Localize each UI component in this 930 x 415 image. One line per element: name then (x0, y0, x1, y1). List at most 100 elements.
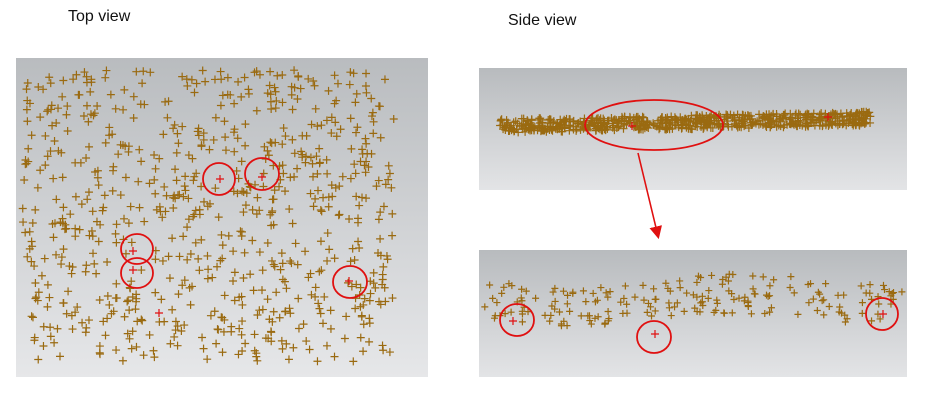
point-marker (735, 294, 743, 302)
point-marker (676, 277, 684, 285)
point-marker (156, 207, 165, 216)
point-marker (106, 90, 115, 99)
point-marker (741, 121, 750, 130)
point-marker (155, 309, 163, 317)
point-marker (507, 308, 515, 316)
point-marker (311, 104, 320, 113)
point-marker (77, 200, 86, 209)
point-marker (359, 347, 368, 356)
point-marker (27, 312, 36, 321)
point-marker (131, 297, 140, 306)
point-marker (84, 316, 93, 325)
highlight-circle (120, 233, 154, 265)
point-marker (37, 271, 46, 280)
point-marker (121, 249, 130, 258)
point-marker (105, 300, 114, 309)
point-marker (271, 87, 280, 96)
point-marker (22, 105, 31, 114)
point-marker (46, 79, 55, 88)
point-marker (796, 110, 805, 119)
point-marker (838, 309, 846, 317)
point-marker (361, 134, 370, 143)
point-marker (388, 294, 397, 303)
point-marker (249, 286, 258, 295)
point-marker (45, 73, 54, 82)
point-marker (569, 289, 577, 297)
point-marker (192, 79, 201, 88)
point-marker (514, 128, 523, 137)
point-marker (301, 247, 310, 256)
point-marker (323, 229, 332, 238)
point-marker (375, 297, 384, 306)
point-marker (698, 292, 706, 300)
point-marker (818, 297, 826, 305)
point-marker (210, 307, 219, 316)
point-marker (194, 131, 203, 140)
point-marker (383, 255, 392, 264)
point-marker (173, 341, 182, 350)
point-marker (120, 85, 129, 94)
point-marker (582, 298, 590, 306)
point-marker (278, 259, 287, 268)
point-marker (315, 144, 324, 153)
point-marker (217, 230, 226, 239)
point-marker (109, 307, 118, 316)
point-marker (275, 182, 284, 191)
point-marker (767, 111, 776, 120)
point-marker (235, 324, 244, 333)
point-marker (62, 110, 71, 119)
point-marker (749, 272, 757, 280)
point-marker (57, 253, 66, 262)
point-marker (233, 134, 242, 143)
point-marker (347, 144, 356, 153)
point-marker (23, 117, 32, 126)
point-marker (794, 109, 803, 118)
point-marker (518, 285, 526, 293)
point-marker (655, 125, 664, 134)
point-marker (197, 142, 206, 151)
point-marker (790, 289, 798, 297)
point-marker (330, 71, 339, 80)
point-marker (58, 92, 67, 101)
point-marker (277, 249, 286, 258)
point-marker (149, 346, 158, 355)
point-marker (184, 151, 193, 160)
point-marker (879, 281, 887, 289)
highlight-circle (120, 257, 154, 289)
point-marker (157, 295, 166, 304)
point-marker (556, 308, 564, 316)
point-marker (665, 125, 674, 134)
point-marker (304, 74, 313, 83)
point-marker (325, 245, 334, 254)
point-marker (369, 279, 378, 288)
point-marker (64, 287, 73, 296)
point-marker (239, 208, 248, 217)
point-marker (131, 305, 140, 314)
point-marker (313, 122, 322, 131)
point-marker (272, 96, 281, 105)
point-marker (121, 173, 130, 182)
point-marker (723, 114, 732, 123)
point-marker (593, 123, 602, 132)
point-marker (28, 218, 37, 227)
point-marker (604, 317, 612, 325)
point-marker (238, 187, 247, 196)
point-marker (310, 81, 319, 90)
point-marker (214, 213, 223, 222)
point-marker (172, 176, 181, 185)
point-marker (714, 121, 723, 130)
point-marker (200, 197, 208, 206)
point-marker (794, 310, 802, 318)
point-marker (367, 149, 376, 158)
point-marker (206, 311, 215, 320)
point-marker (509, 317, 517, 325)
point-marker (89, 249, 98, 258)
point-marker (327, 129, 336, 138)
point-marker (281, 307, 290, 316)
point-marker (146, 68, 155, 77)
point-marker (587, 320, 595, 328)
point-marker (216, 67, 225, 76)
point-marker (354, 237, 363, 246)
point-marker (241, 201, 250, 210)
point-marker (164, 252, 173, 261)
